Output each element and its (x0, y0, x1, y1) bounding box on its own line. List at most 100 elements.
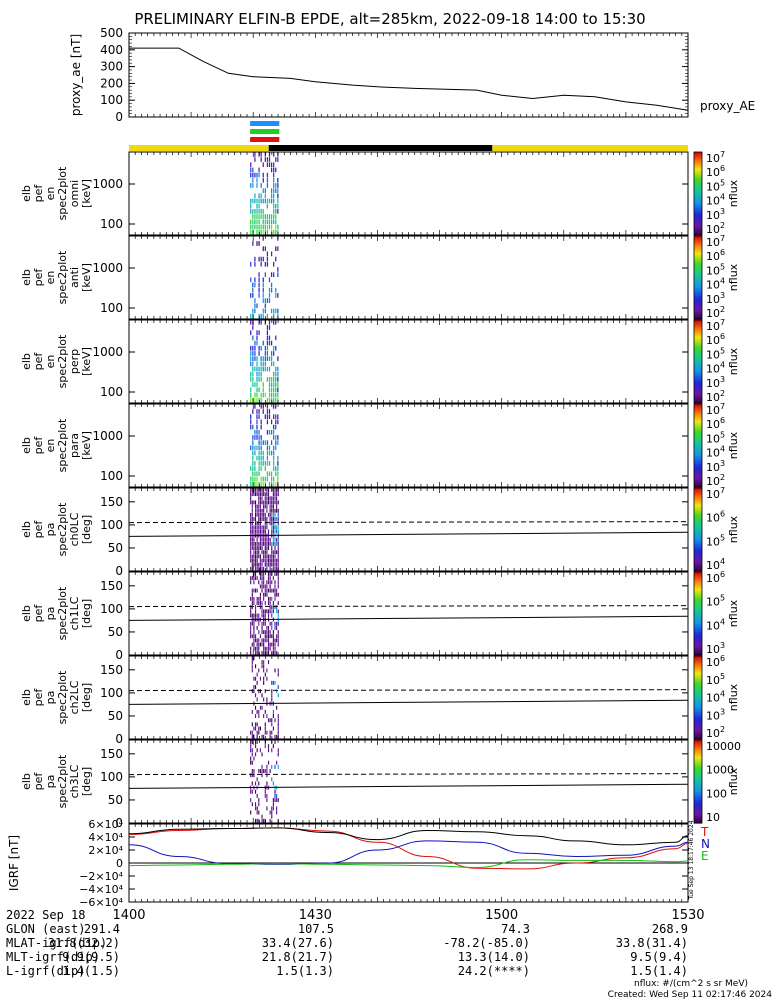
heatmap-cell (250, 162, 252, 168)
colorbar-cell (694, 258, 702, 262)
igrf-tick-label: −4×10⁴ (79, 883, 123, 896)
heatmap-cell (271, 642, 273, 647)
heatmap-cell (270, 351, 273, 356)
heatmap-cell (256, 810, 258, 815)
colorbar-cell (694, 726, 702, 730)
heatmap-cell (254, 650, 257, 655)
heatmap-cell (266, 177, 269, 183)
heatmap-cell (264, 634, 266, 639)
colorbar-cell (694, 714, 702, 717)
heatmap-cell (264, 613, 266, 618)
panel-ylabel-line: [keV] (80, 431, 93, 460)
heatmap-cell (275, 419, 277, 425)
colorbar-cell (694, 384, 702, 387)
heatmap-cell (261, 562, 263, 567)
heatmap-cell (272, 537, 274, 542)
heatmap-cell (254, 572, 257, 576)
heatmap-cell (267, 625, 270, 630)
heatmap-cell (258, 798, 260, 803)
heatmap-cell (275, 188, 277, 193)
heatmap-cell (266, 697, 268, 702)
heatmap-cell (273, 261, 275, 267)
heatmap-cell (262, 450, 264, 456)
heatmap-cell (256, 722, 258, 727)
heatmap-cell (275, 214, 277, 219)
colorbar-label: nflux (727, 599, 740, 627)
heatmap-cell (260, 320, 262, 325)
ephemeris-value: 31.8(32.2) (48, 936, 120, 950)
colorbar-cell (694, 648, 702, 652)
heatmap-cell (266, 325, 269, 330)
heatmap-cell (254, 303, 256, 309)
spectrogram-tick-label: 1000 (92, 345, 123, 359)
heatmap-cell (260, 313, 262, 319)
heatmap-cell (250, 361, 252, 367)
heatmap-cell (254, 744, 257, 749)
heatmap-cell (264, 789, 266, 794)
colorbar-label: nflux (727, 431, 740, 459)
heatmap-cell (250, 293, 252, 298)
colorbar-frame (693, 655, 703, 740)
ephemeris-row-label: GLON (east) (6, 922, 85, 936)
heatmap-cell (256, 672, 258, 677)
colorbar-frame (693, 487, 703, 572)
heatmap-cell (269, 558, 271, 563)
heatmap-cell (267, 642, 270, 647)
heatmap-cell (270, 476, 273, 482)
heatmap-cell (264, 638, 266, 643)
colorbar-cell (694, 292, 702, 295)
heatmap-cell (250, 730, 252, 735)
heatmap-cell (268, 219, 271, 225)
heatmap-cell (250, 219, 252, 225)
heatmap-cell (270, 162, 273, 168)
heatmap-cell (256, 613, 258, 618)
heatmap-cell (250, 496, 252, 501)
heatmap-cell (250, 550, 252, 555)
heatmap-cell (251, 760, 253, 765)
heatmap-cell (276, 517, 278, 521)
panel-ylabel-line: en (44, 355, 57, 369)
heatmap-cell (275, 320, 277, 325)
colorbar-cell (694, 314, 702, 318)
heatmap-cell (271, 625, 273, 630)
heatmap-cell (253, 642, 255, 647)
heatmap-cell (250, 229, 252, 235)
heatmap-cell (263, 638, 265, 643)
heatmap-cell (250, 634, 252, 639)
colorbar-cell (694, 685, 702, 688)
heatmap-cell (256, 435, 258, 440)
heatmap-cell (271, 562, 273, 567)
igrf-tick-label: 0 (116, 857, 123, 870)
colorbar-tick-label: 105 (706, 672, 725, 687)
heatmap-cell (254, 802, 257, 807)
heatmap-cell (264, 709, 266, 714)
panel-ylabel-line: [keV] (80, 179, 93, 208)
heatmap-cell (254, 554, 257, 559)
heatmap-cell (272, 806, 274, 811)
heatmap-cell (272, 802, 274, 807)
heatmap-cell (271, 500, 273, 505)
heatmap-cell (254, 224, 256, 230)
heatmap-cell (270, 377, 273, 382)
heatmap-cell (250, 419, 252, 425)
heatmap-cell (270, 214, 273, 219)
heatmap-cell (272, 638, 274, 643)
heatmap-cell (269, 609, 271, 614)
colorbar-cell (694, 176, 702, 180)
heatmap-cell (254, 404, 256, 409)
heatmap-cell (270, 361, 273, 367)
heatmap-cell (252, 366, 254, 372)
panel-ylabel-line: ch0LC (68, 512, 81, 546)
heatmap-cell (259, 546, 261, 551)
colorbar-cell (694, 672, 702, 676)
heatmap-cell (266, 504, 268, 509)
heatmap-cell (267, 596, 270, 601)
heatmap-cell (250, 517, 252, 521)
spectrogram-tick-label: 100 (100, 217, 123, 231)
colorbar-cell (694, 720, 702, 723)
heatmap-cell (269, 646, 271, 651)
heatmap-cell (269, 630, 271, 635)
heatmap-cell (266, 525, 268, 530)
colorbar-label: nflux (727, 179, 740, 207)
colorbar-cell (694, 523, 702, 526)
